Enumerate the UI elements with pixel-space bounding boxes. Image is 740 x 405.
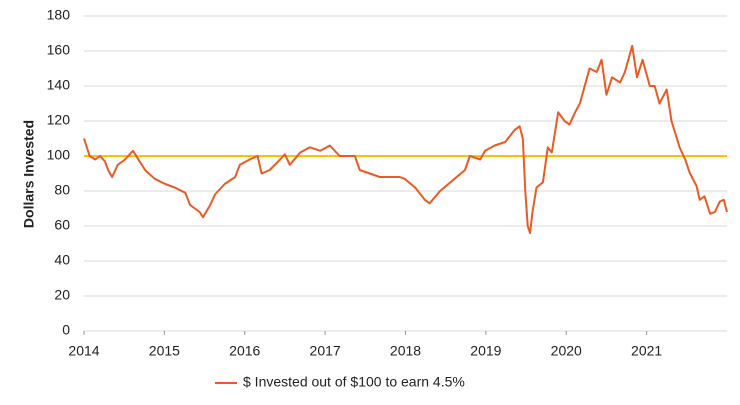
y-tick-label: 0	[62, 322, 70, 338]
y-tick-label: 160	[47, 42, 71, 58]
y-tick-label: 20	[54, 287, 70, 303]
series-line	[83, 44, 728, 234]
x-tick-label: 2016	[229, 343, 260, 359]
y-tick-label: 180	[47, 7, 71, 23]
y-tick-label: 120	[47, 112, 71, 128]
x-tick-label: 2014	[68, 343, 99, 359]
y-tick-label: 60	[54, 217, 70, 233]
y-tick-label: 100	[47, 147, 71, 163]
legend-label: $ Invested out of $100 to earn 4.5%	[243, 374, 465, 390]
x-tick-label: 2021	[631, 343, 662, 359]
y-axis-label: Dollars Invested	[21, 120, 37, 228]
x-tick-label: 2020	[551, 343, 582, 359]
x-tick-label: 2017	[310, 343, 341, 359]
y-tick-label: 140	[47, 77, 71, 93]
x-tick-label: 2019	[470, 343, 501, 359]
x-tick-label: 2015	[149, 343, 180, 359]
y-tick-label: 80	[54, 182, 70, 198]
y-tick-label: 40	[54, 252, 70, 268]
x-tick-label: 2018	[390, 343, 421, 359]
